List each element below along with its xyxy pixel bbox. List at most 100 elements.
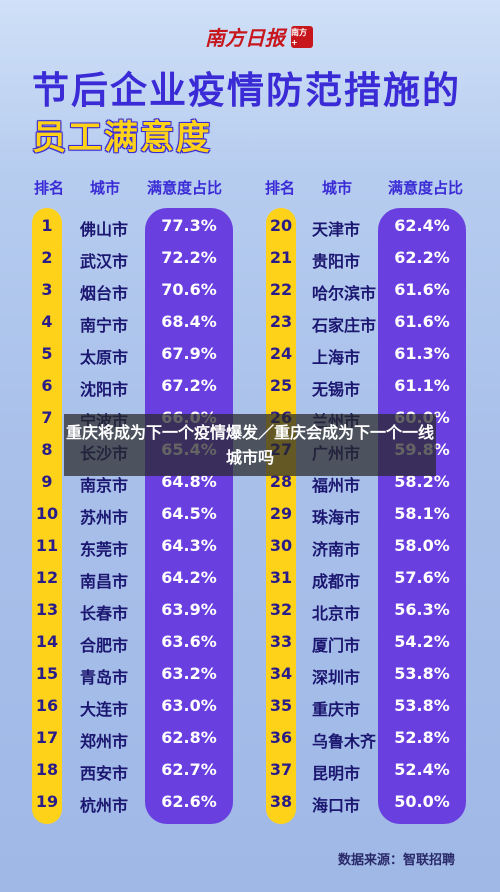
- satisfaction-percentage: 63.9%: [161, 600, 217, 619]
- rank-number: 31: [269, 568, 293, 587]
- satisfaction-percentage: 62.4%: [394, 216, 450, 235]
- column-header: 排名: [265, 179, 296, 197]
- column-header: 城市: [90, 179, 121, 197]
- satisfaction-percentage: 64.3%: [161, 536, 217, 555]
- satisfaction-percentage: 61.6%: [394, 312, 450, 331]
- satisfaction-percentage: 50.0%: [394, 792, 450, 811]
- city-name: 南昌市: [80, 572, 129, 591]
- satisfaction-percentage: 77.3%: [161, 216, 217, 235]
- city-name: 无锡市: [312, 380, 361, 399]
- city-name: 济南市: [312, 540, 361, 559]
- satisfaction-percentage: 64.5%: [161, 504, 217, 523]
- rank-number: 1: [41, 216, 53, 235]
- satisfaction-percentage: 58.2%: [394, 472, 450, 491]
- city-name: 贵阳市: [312, 252, 361, 271]
- rank-number: 21: [269, 248, 293, 267]
- satisfaction-percentage: 63.6%: [161, 632, 217, 651]
- satisfaction-percentage: 52.4%: [394, 760, 450, 779]
- rank-number: 16: [35, 696, 59, 715]
- rank-number: 35: [269, 696, 293, 715]
- rank-number: 12: [35, 568, 59, 587]
- city-name: 海口市: [312, 796, 361, 815]
- rank-number: 37: [269, 760, 293, 779]
- city-name: 西安市: [80, 764, 129, 783]
- satisfaction-percentage: 57.6%: [394, 568, 450, 587]
- satisfaction-percentage: 58.0%: [394, 536, 450, 555]
- city-name: 南京市: [80, 476, 129, 495]
- rank-number: 38: [269, 792, 293, 811]
- satisfaction-percentage: 70.6%: [161, 280, 217, 299]
- satisfaction-percentage: 62.6%: [161, 792, 217, 811]
- city-name: 青岛市: [80, 668, 129, 687]
- rank-number: 5: [41, 344, 53, 363]
- rank-number: 3: [41, 280, 53, 299]
- satisfaction-percentage: 61.3%: [394, 344, 450, 363]
- city-name: 东莞市: [80, 540, 129, 559]
- city-name: 太原市: [80, 348, 129, 367]
- satisfaction-percentage: 63.0%: [161, 696, 217, 715]
- brand-logo: 南方日报 南方+: [205, 22, 313, 51]
- rank-number: 17: [35, 728, 59, 747]
- satisfaction-percentage: 72.2%: [161, 248, 217, 267]
- satisfaction-percentage: 68.4%: [161, 312, 217, 331]
- rank-number: 20: [269, 216, 293, 235]
- city-name: 福州市: [312, 476, 361, 495]
- satisfaction-percentage: 63.2%: [161, 664, 217, 683]
- rank-number: 23: [269, 312, 293, 331]
- brand-seal: 南方+: [291, 25, 313, 48]
- rank-column-bar: [32, 208, 62, 824]
- satisfaction-percentage: 54.2%: [394, 632, 450, 651]
- satisfaction-percentage: 67.2%: [161, 376, 217, 395]
- satisfaction-percentage: 67.9%: [161, 344, 217, 363]
- city-name: 烟台市: [80, 284, 129, 303]
- rank-number: 25: [269, 376, 293, 395]
- column-header: 满意度占比: [388, 179, 464, 197]
- satisfaction-percentage: 64.8%: [161, 472, 217, 491]
- data-source: 数据来源：智联招聘: [338, 853, 456, 868]
- percentage-column-bar: [145, 208, 233, 824]
- city-name: 天津市: [312, 220, 361, 239]
- brand-name: 南方日报: [205, 26, 285, 50]
- city-name: 乌鲁木齐: [312, 732, 377, 751]
- city-name: 深圳市: [312, 668, 361, 687]
- rank-number: 19: [35, 792, 59, 811]
- rank-number: 34: [269, 664, 293, 683]
- rank-number: 4: [41, 312, 53, 331]
- column-header: 城市: [322, 179, 353, 197]
- rank-number: 9: [41, 472, 53, 491]
- column-header: 排名: [34, 179, 65, 197]
- city-name: 长春市: [80, 604, 129, 623]
- city-name: 北京市: [312, 604, 361, 623]
- city-name: 成都市: [312, 572, 361, 591]
- rank-number: 29: [269, 504, 293, 523]
- overlay-caption: 重庆将成为下一个疫情爆发／重庆会成为下一个一线城市吗: [64, 414, 436, 476]
- rank-number: 30: [269, 536, 293, 555]
- rank-number: 13: [35, 600, 59, 619]
- city-name: 合肥市: [80, 636, 129, 655]
- rank-number: 18: [35, 760, 59, 779]
- satisfaction-percentage: 62.2%: [394, 248, 450, 267]
- rank-column-bar: [266, 208, 296, 824]
- city-name: 杭州市: [80, 796, 129, 815]
- rank-number: 28: [269, 472, 293, 491]
- rank-number: 36: [269, 728, 293, 747]
- title-line1: 节后企业疫情防范措施的: [32, 69, 461, 112]
- rank-number: 15: [35, 664, 59, 683]
- rank-number: 2: [41, 248, 53, 267]
- rank-number: 11: [35, 536, 59, 555]
- city-name: 重庆市: [312, 700, 361, 719]
- rank-number: 10: [35, 504, 59, 523]
- satisfaction-percentage: 56.3%: [394, 600, 450, 619]
- rank-number: 7: [41, 408, 53, 427]
- city-name: 上海市: [312, 348, 361, 367]
- satisfaction-percentage: 62.8%: [161, 728, 217, 747]
- city-name: 石家庄市: [312, 316, 377, 335]
- satisfaction-percentage: 61.1%: [394, 376, 450, 395]
- column-header: 满意度占比: [147, 179, 223, 197]
- satisfaction-percentage: 61.6%: [394, 280, 450, 299]
- rank-number: 8: [41, 440, 53, 459]
- rank-number: 24: [269, 344, 293, 363]
- rank-number: 22: [269, 280, 293, 299]
- city-name: 佛山市: [80, 220, 129, 239]
